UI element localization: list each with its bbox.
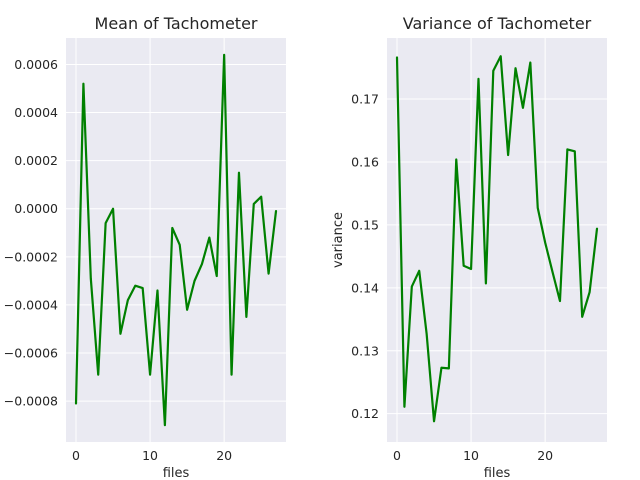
mean-tachometer-panel: 0 10 20 −0.0008 −0.0006 −0.0004 −0.0002 0.0000 0… (4, 14, 286, 480)
mean-y-tick-label: −0.0002 (4, 249, 58, 264)
mean-y-tick-label: −0.0004 (4, 297, 58, 312)
variance-x-tick-label: 10 (463, 448, 479, 463)
variance-plot-area (387, 38, 607, 442)
mean-y-tick-label: 0.0002 (14, 153, 58, 168)
variance-x-tick-label: 0 (393, 448, 401, 463)
mean-x-tick-label: 0 (72, 448, 80, 463)
variance-y-tick-label: 0.13 (351, 343, 379, 358)
variance-y-tick-label: 0.12 (351, 406, 379, 421)
variance-y-tick-label: 0.15 (351, 217, 379, 232)
mean-y-tick-label: 0.0004 (14, 105, 58, 120)
mean-chart-title: Mean of Tachometer (95, 14, 258, 33)
variance-y-tick-label: 0.14 (351, 280, 379, 295)
mean-y-tick-label: 0.0000 (14, 201, 58, 216)
mean-plot-area (66, 38, 286, 442)
mean-y-tick-label: −0.0006 (4, 346, 58, 361)
mean-series-line (74, 53, 278, 427)
variance-y-axis-label: variance (331, 212, 346, 268)
variance-y-tick-label: 0.17 (351, 92, 379, 107)
mean-x-axis-label: files (163, 466, 190, 480)
variance-tachometer-panel: 0 10 20 0.12 0.13 0.14 0.15 0.16 0.17 Variance o… (331, 14, 607, 480)
variance-x-axis-label: files (484, 466, 511, 480)
mean-x-tick-label: 20 (216, 448, 232, 463)
mean-y-tick-label: −0.0008 (4, 394, 58, 409)
variance-chart-title: Variance of Tachometer (403, 14, 592, 33)
variance-series-line (395, 55, 599, 423)
variance-y-tick-label: 0.16 (351, 154, 379, 169)
mean-x-tick-label: 10 (142, 448, 158, 463)
variance-x-tick-label: 20 (537, 448, 553, 463)
mean-y-tick-label: 0.0006 (14, 57, 58, 72)
